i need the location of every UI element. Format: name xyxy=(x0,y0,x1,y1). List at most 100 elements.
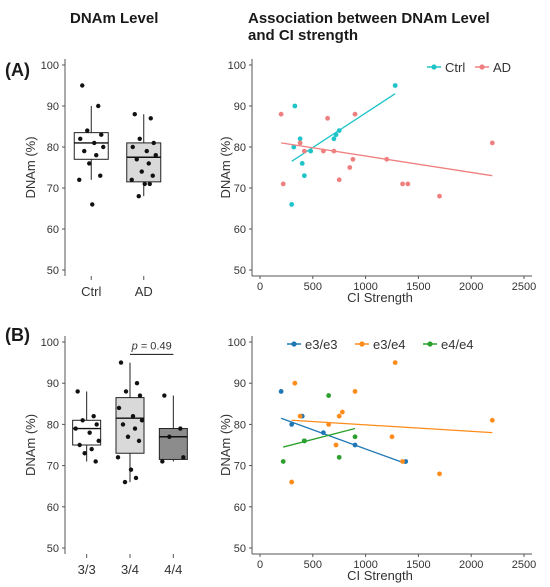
data-point xyxy=(89,446,94,452)
x-axis-label: CI Strength xyxy=(347,568,413,583)
data-point xyxy=(130,144,135,150)
fit-line-AD xyxy=(281,142,493,177)
x-tick-label: 2000 xyxy=(459,281,483,293)
x-tick-label: 500 xyxy=(304,281,322,293)
scatter-point-e3/e4 xyxy=(336,413,342,419)
legend-marker-e3/e3 xyxy=(291,341,297,347)
scatter-point-Ctrl xyxy=(297,136,303,142)
scatter-point-e3/e3 xyxy=(278,389,284,394)
scatter-point-e3/e4 xyxy=(389,434,395,440)
scatter-point-e4/e4 xyxy=(352,434,358,440)
data-point xyxy=(137,136,142,141)
box-AD xyxy=(126,142,162,183)
y-axis-label: DNAm (%) xyxy=(218,136,233,198)
x-tick-label: 0 xyxy=(257,559,263,571)
box-4/4 xyxy=(158,428,188,460)
scatter-point-AD xyxy=(325,115,330,121)
scatter-point-e4/e4 xyxy=(336,454,342,460)
scatter-point-e4/e4 xyxy=(280,459,286,464)
scatter-point-e3/e3 xyxy=(289,422,295,427)
left-column-header: DNAm Level xyxy=(70,10,159,27)
data-point xyxy=(132,112,137,117)
data-point xyxy=(162,393,167,398)
legend-label: e3/e3 xyxy=(305,337,338,352)
data-point xyxy=(77,177,82,182)
data-point xyxy=(93,459,98,464)
y-tick-label: 80 xyxy=(47,419,59,431)
data-point xyxy=(178,426,183,431)
data-point xyxy=(73,426,78,431)
x-tick-label: 0 xyxy=(257,281,263,293)
data-point xyxy=(101,144,106,150)
scatter-point-e3/e4 xyxy=(437,471,442,477)
data-point xyxy=(96,103,101,109)
y-tick-label: 100 xyxy=(41,60,59,72)
data-point xyxy=(80,83,85,88)
y-tick-label: 100 xyxy=(41,337,59,349)
data-point xyxy=(115,455,121,460)
legend-marker-e4/e4 xyxy=(427,341,433,347)
x-tick-label: 1500 xyxy=(406,559,430,571)
data-point xyxy=(118,360,124,365)
y-tick-label: 60 xyxy=(47,224,59,236)
data-point xyxy=(92,140,97,146)
data-point xyxy=(96,438,101,444)
y-tick-label: 80 xyxy=(234,142,246,154)
scatter-point-AD xyxy=(301,148,307,154)
scatter-point-e3/e4 xyxy=(292,380,298,386)
data-point xyxy=(94,153,99,158)
data-point xyxy=(87,430,92,435)
fit-line-e3/e3 xyxy=(280,417,406,465)
scatter-point-Ctrl xyxy=(289,202,295,207)
data-point xyxy=(134,381,140,386)
y-tick-label: 100 xyxy=(228,337,246,349)
x-category-label: 3/4 xyxy=(121,562,139,577)
data-point xyxy=(160,459,165,464)
data-point xyxy=(77,442,82,448)
scatter-point-AD xyxy=(350,156,356,162)
x-tick-label: 1500 xyxy=(406,281,430,293)
data-point xyxy=(82,451,87,456)
data-point xyxy=(90,202,95,207)
scatter-point-AD xyxy=(352,111,358,117)
data-point xyxy=(94,422,99,427)
data-point xyxy=(123,389,129,394)
fit-line-Ctrl xyxy=(291,93,396,162)
data-point xyxy=(128,467,134,472)
data-point xyxy=(133,475,139,481)
x-tick-label: 2500 xyxy=(512,281,536,293)
scatter-point-e3/e4 xyxy=(297,413,303,419)
x-tick-label: 2500 xyxy=(512,559,536,571)
legend-marker-AD xyxy=(479,64,485,70)
scatter-point-AD xyxy=(280,181,286,187)
y-tick-label: 90 xyxy=(47,378,59,390)
scatter-point-Ctrl xyxy=(299,161,305,166)
scatter-point-AD xyxy=(347,165,353,170)
data-point xyxy=(136,194,141,199)
x-tick-label: 2000 xyxy=(459,559,483,571)
scatter-point-Ctrl xyxy=(292,103,298,109)
data-point xyxy=(148,116,153,121)
right-header-line2: and CI strength xyxy=(248,27,359,44)
x-axis-label: CI Strength xyxy=(347,290,413,305)
scatter-point-e3/e4 xyxy=(392,360,398,365)
data-point xyxy=(82,148,87,154)
y-tick-label: 70 xyxy=(47,461,59,473)
y-axis-label: DNAm (%) xyxy=(23,414,38,476)
y-tick-label: 90 xyxy=(234,378,246,390)
data-point xyxy=(132,426,138,431)
fit-line-e4/e4 xyxy=(283,427,356,448)
data-point xyxy=(181,455,186,460)
scatter-point-AD xyxy=(489,140,495,146)
panel-label-b: (B) xyxy=(5,325,30,345)
scatter-point-AD xyxy=(405,181,411,187)
x-tick-label: 1000 xyxy=(353,559,377,571)
scatter-point-Ctrl xyxy=(291,144,297,150)
scatter-point-AD xyxy=(400,181,405,187)
data-point xyxy=(116,405,122,411)
data-point xyxy=(98,173,103,178)
y-tick-label: 80 xyxy=(47,142,59,154)
data-point xyxy=(139,169,144,174)
data-point xyxy=(85,128,90,133)
legend-label: e4/e4 xyxy=(441,337,474,352)
